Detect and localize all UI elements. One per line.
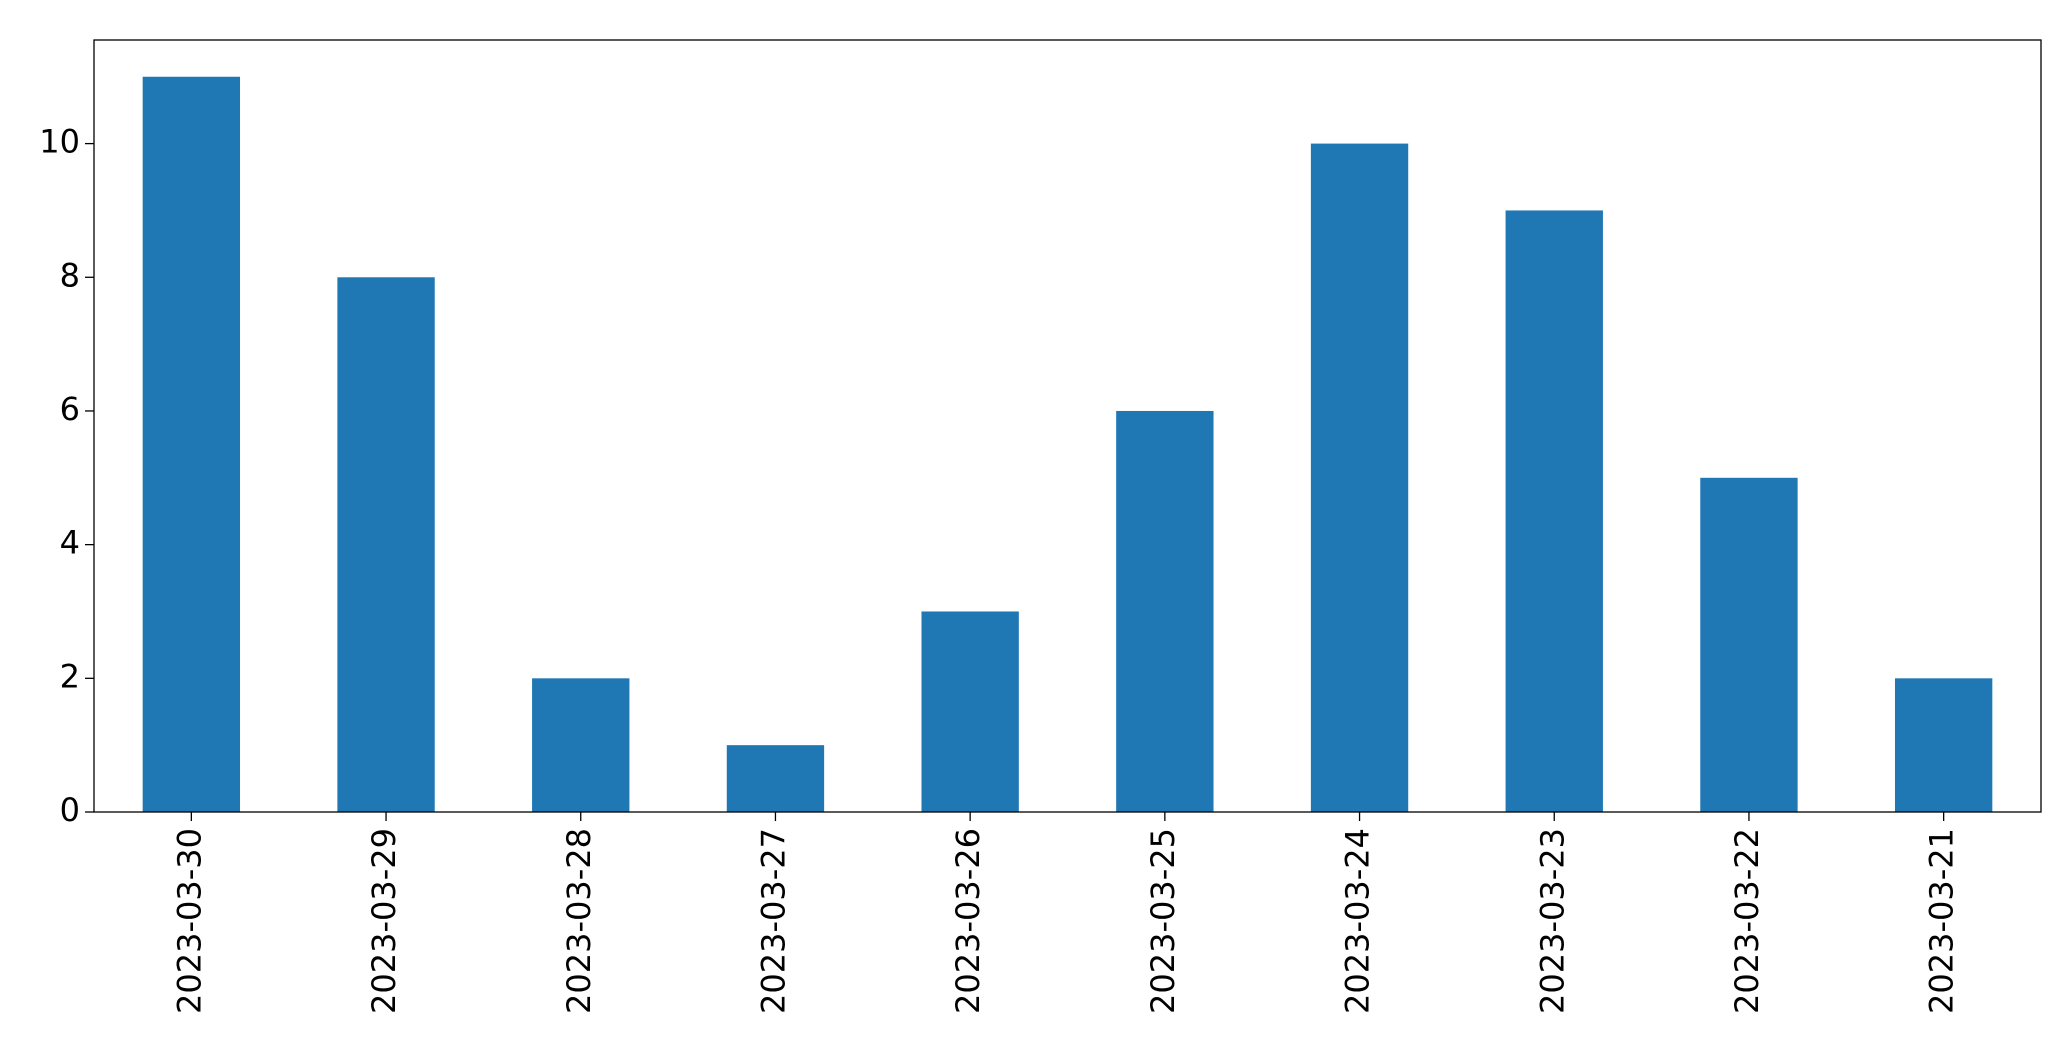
- bar: [726, 745, 825, 812]
- y-tick-label: 6: [60, 390, 80, 428]
- plot-frame: [93, 39, 2042, 813]
- bar: [921, 611, 1019, 812]
- bar: [1310, 143, 1409, 812]
- x-tick-label: 2023-03-22: [1728, 828, 1766, 1014]
- bar: [142, 76, 241, 812]
- bar: [337, 277, 435, 812]
- x-tick-label: 2023-03-24: [1339, 828, 1377, 1014]
- bar: [532, 678, 630, 812]
- y-tick-label: 8: [60, 256, 80, 294]
- x-tick-label: 2023-03-21: [1923, 828, 1961, 1014]
- bar: [1894, 678, 1993, 812]
- y-tick-label: 2: [60, 657, 80, 695]
- y-tick-label: 0: [60, 791, 80, 829]
- x-tick-label: 2023-03-25: [1144, 828, 1182, 1014]
- x-tick-label: 2023-03-26: [949, 828, 987, 1014]
- x-tick-label: 2023-03-28: [560, 828, 598, 1014]
- x-tick-label: 2023-03-23: [1533, 828, 1571, 1014]
- y-tick-label: 4: [60, 524, 80, 562]
- bar: [1116, 410, 1214, 812]
- x-tick-label: 2023-03-30: [170, 828, 208, 1014]
- bar: [1505, 210, 1603, 813]
- x-tick-label: 2023-03-29: [365, 828, 403, 1014]
- y-tick-label: 10: [39, 123, 80, 161]
- bar: [1700, 477, 1798, 812]
- x-tick-label: 2023-03-27: [754, 828, 792, 1014]
